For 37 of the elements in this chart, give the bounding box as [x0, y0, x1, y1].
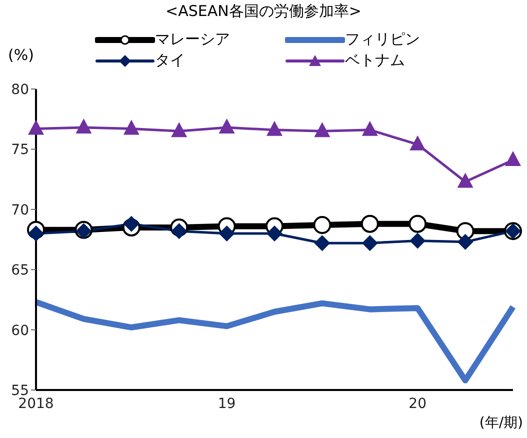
x-axis-title: (年/期): [479, 414, 523, 432]
y-axis-title: (%): [8, 46, 34, 64]
point: [362, 235, 378, 252]
point: [76, 118, 92, 134]
point: [28, 120, 44, 135]
legend-label: タイ: [155, 51, 185, 70]
point: [218, 118, 235, 134]
y-tick-label: 60: [11, 322, 29, 339]
point: [218, 225, 235, 242]
chart-title: <ASEAN各国の労働参加率>: [164, 2, 362, 21]
point: [123, 120, 140, 135]
x-tick-label: 19: [218, 396, 236, 412]
point: [266, 225, 282, 242]
point: [360, 214, 379, 233]
point: [314, 122, 330, 138]
y-tick-label: 70: [11, 202, 29, 218]
point: [505, 151, 521, 166]
legend-label: フィリピン: [345, 30, 420, 49]
point: [171, 122, 188, 138]
y-tick-label: 80: [11, 82, 29, 98]
legend-label: ベトナム: [345, 51, 405, 70]
point: [123, 216, 140, 232]
point: [410, 135, 426, 150]
point: [266, 120, 282, 136]
point: [28, 225, 44, 242]
point: [362, 120, 378, 136]
x-tick-label: 20: [408, 396, 427, 412]
legend-label: マレーシア: [155, 30, 230, 49]
point: [313, 216, 332, 234]
point: [410, 232, 426, 249]
point: [314, 235, 330, 252]
y-tick-label: 75: [11, 142, 29, 158]
point: [408, 214, 427, 233]
y-tick-label: 65: [11, 262, 29, 279]
point: [457, 172, 474, 188]
point: [171, 223, 188, 240]
point: [457, 234, 474, 250]
